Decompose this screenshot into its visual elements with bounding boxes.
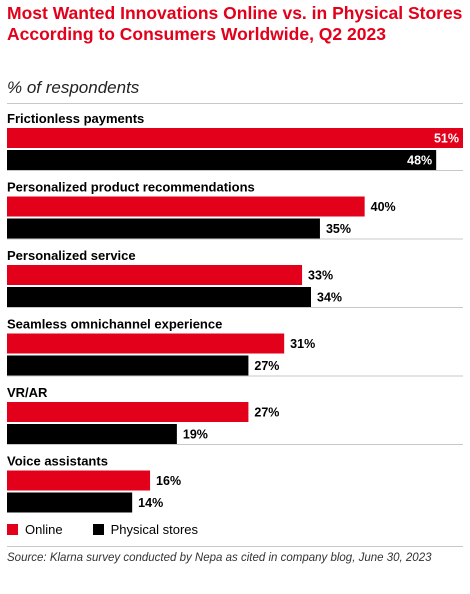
category-label: Personalized product recommendations [7, 180, 255, 195]
data-label: 27% [254, 406, 279, 420]
chart-title: Most Wanted Innovations Online vs. in Ph… [7, 3, 463, 44]
legend-label-physical-stores: Physical stores [110, 522, 198, 537]
legend-swatch-online [7, 524, 18, 535]
data-label: 19% [183, 428, 208, 442]
data-label: 31% [290, 337, 315, 351]
legend: Online Physical stores [7, 522, 228, 537]
bar-physical-stores [7, 150, 437, 170]
data-label: 40% [371, 200, 396, 214]
data-label: 34% [317, 291, 342, 305]
category-label: Voice assistants [7, 454, 108, 469]
bottom-divider [7, 546, 463, 547]
bar-physical-stores [7, 492, 133, 513]
data-label: 16% [156, 474, 181, 488]
chart-subtitle: % of respondents [7, 78, 140, 97]
data-label: 48% [407, 154, 432, 168]
legend-swatch-physical-stores [92, 524, 104, 535]
category-label: Frictionless payments [7, 111, 144, 126]
source-note: Source: Klarna survey conducted by Nepa … [7, 552, 432, 564]
bar-online [7, 333, 285, 354]
bar-chart: Frictionless payments 51%48% Personalized … [7, 111, 463, 513]
bar-online [7, 128, 463, 148]
bar-physical-stores [7, 218, 320, 239]
data-label: 33% [308, 269, 333, 283]
legend-item-physical-stores: Physical stores [92, 522, 198, 537]
data-label: 14% [138, 496, 163, 510]
category-label: Personalized service [7, 248, 136, 263]
bar-online [7, 470, 151, 491]
bar-physical-stores [7, 287, 311, 307]
bar-physical-stores [7, 355, 249, 376]
bar-online [7, 196, 365, 217]
category-label: Seamless omnichannel experience [7, 317, 222, 332]
legend-item-online: Online [7, 522, 63, 537]
top-divider [7, 103, 463, 104]
bar-physical-stores [7, 424, 177, 444]
data-label: 51% [434, 132, 459, 146]
data-label: 35% [326, 222, 351, 236]
bar-online [7, 265, 303, 285]
legend-label-online: Online [25, 522, 63, 537]
category-label: VR/AR [7, 385, 48, 400]
data-label: 27% [254, 359, 279, 373]
bar-online [7, 402, 249, 422]
